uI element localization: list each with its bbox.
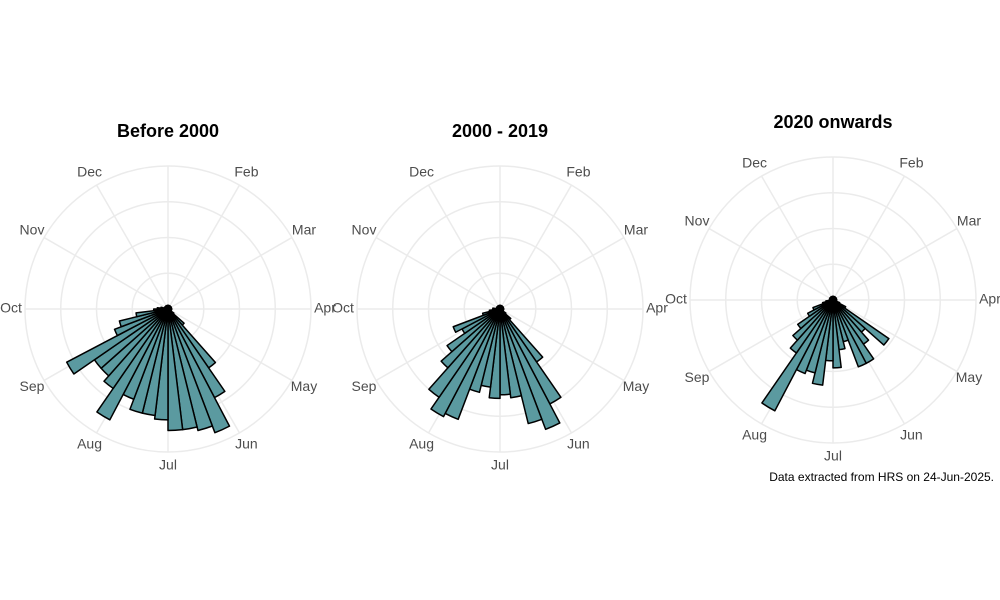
- grid-spoke: [95, 184, 169, 310]
- month-label: Mar: [957, 212, 981, 228]
- bar: [118, 308, 169, 328]
- bar: [832, 299, 842, 369]
- month-label: Jul: [824, 448, 842, 464]
- grid-spoke: [832, 299, 958, 373]
- month-label: Nov: [352, 221, 377, 237]
- bar: [440, 308, 501, 369]
- grid-spoke: [832, 227, 958, 301]
- month-label: Feb: [899, 155, 923, 171]
- caption: Data extracted from HRS on 24-Jun-2025.: [769, 470, 994, 484]
- month-label: Jul: [159, 457, 177, 473]
- month-label: Jun: [235, 436, 258, 452]
- grid-spoke: [427, 184, 501, 310]
- month-label: Dec: [409, 164, 434, 180]
- bar: [832, 299, 890, 346]
- month-label: Nov: [20, 221, 45, 237]
- month-label: Oct: [332, 300, 354, 316]
- bar: [446, 308, 501, 353]
- bar: [167, 308, 184, 432]
- bar: [832, 299, 867, 368]
- bar: [430, 308, 501, 418]
- month-label: Aug: [409, 436, 434, 452]
- bar: [499, 308, 543, 425]
- bar: [499, 308, 523, 399]
- month-label: Apr: [314, 300, 336, 316]
- grid-spoke: [708, 227, 834, 301]
- panel-title: 2000 - 2019: [452, 121, 548, 141]
- bar: [135, 308, 169, 318]
- grid-spoke: [499, 308, 625, 382]
- month-label: Nov: [685, 212, 710, 228]
- bar: [761, 299, 834, 412]
- grid-spoke: [167, 184, 241, 310]
- month-label: May: [291, 378, 317, 394]
- grid-spoke: [760, 175, 834, 301]
- grid-spoke: [167, 308, 293, 382]
- month-label: Aug: [77, 436, 102, 452]
- month-label: Jun: [900, 427, 923, 443]
- bar: [103, 308, 169, 390]
- panel: Before 2000 Feb Mar Apr May Jun Jul Aug Sep Oct No…: [0, 121, 336, 473]
- bar: [452, 308, 501, 334]
- grid-spoke: [167, 236, 293, 310]
- grid-spoke: [499, 236, 625, 310]
- grid-spoke: [43, 236, 169, 310]
- panel: 2020 onwards Feb Mar Apr May Jun Jul Aug Sep Oct N…: [665, 112, 1000, 464]
- grid-spoke: [832, 175, 906, 301]
- month-label: Mar: [624, 221, 648, 237]
- bar: [113, 308, 169, 337]
- month-label: Aug: [742, 427, 767, 443]
- month-label: Mar: [292, 221, 316, 237]
- month-label: Feb: [234, 164, 258, 180]
- bar: [428, 308, 501, 399]
- bar: [789, 299, 834, 354]
- grid-spoke: [375, 236, 501, 310]
- month-label: Feb: [566, 164, 590, 180]
- panel: 2000 - 2019 Feb Mar Apr May Jun Jul Aug Sep Oct No…: [332, 121, 668, 473]
- month-label: Jul: [491, 457, 509, 473]
- bar: [792, 299, 834, 341]
- bar: [167, 308, 231, 434]
- month-label: Apr: [646, 300, 668, 316]
- month-label: May: [623, 378, 649, 394]
- bar: [796, 299, 834, 330]
- month-label: Oct: [665, 291, 687, 307]
- bar: [499, 308, 561, 431]
- bar: [96, 308, 169, 421]
- month-label: Dec: [742, 155, 767, 171]
- panel-title: 2020 onwards: [773, 112, 892, 132]
- bar: [65, 308, 169, 375]
- month-label: Sep: [20, 378, 45, 394]
- month-label: Dec: [77, 164, 102, 180]
- panel-title: Before 2000: [117, 121, 219, 141]
- bar: [167, 308, 214, 432]
- month-label: Apr: [979, 291, 1000, 307]
- month-label: Oct: [0, 300, 22, 316]
- month-label: May: [956, 369, 982, 385]
- grid-spoke: [499, 184, 573, 310]
- month-label: Sep: [352, 378, 377, 394]
- month-label: Jun: [567, 436, 590, 452]
- month-label: Sep: [685, 369, 710, 385]
